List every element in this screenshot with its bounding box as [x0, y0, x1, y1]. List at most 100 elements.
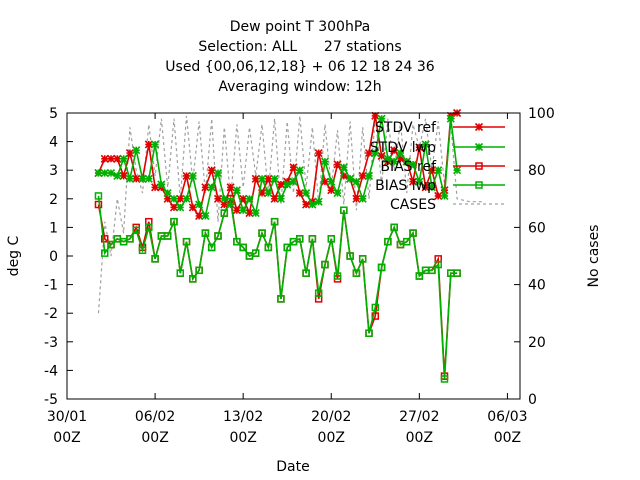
point-stdv-lwp — [207, 183, 216, 192]
x-axis-label: Date — [276, 459, 309, 475]
point-stdv-ref — [434, 191, 443, 201]
y2-tick-label: 60 — [528, 220, 546, 236]
point-bias-lwp — [170, 217, 178, 226]
point-stdv-ref — [201, 183, 210, 192]
x-tick-sublabel: 00Z — [406, 430, 433, 446]
point-stdv-lwp — [276, 194, 285, 203]
point-stdv-lwp — [333, 189, 342, 198]
point-bias-lwp — [384, 237, 392, 246]
point-bias-lwp — [258, 229, 266, 237]
point-stdv-ref — [188, 203, 197, 212]
point-stdv-lwp — [132, 146, 141, 155]
point-stdv-lwp — [377, 114, 386, 123]
point-bias-lwp — [94, 192, 103, 200]
x-tick-sublabel: 00Z — [229, 430, 256, 446]
point-bias-lwp — [440, 375, 449, 383]
point-bias-lwp — [207, 243, 216, 252]
point-bias-lwp — [352, 269, 361, 277]
point-stdv-lwp — [119, 154, 128, 163]
point-bias-lwp — [333, 272, 342, 280]
chart-title: Dew point T 300hPa Selection: ALL 27 sta… — [165, 19, 435, 95]
point-stdv-lwp — [113, 171, 122, 180]
y-tick-label: 5 — [49, 106, 58, 122]
title-line-3: Used {00,06,12,18} + 06 12 18 24 36 — [165, 59, 435, 75]
x-tick-label: 20/02 — [311, 409, 351, 425]
point-bias-lwp — [346, 252, 354, 260]
point-stdv-lwp — [427, 183, 436, 192]
point-stdv-lwp — [446, 114, 455, 123]
point-stdv-ref — [232, 206, 241, 215]
point-stdv-lwp — [390, 157, 399, 166]
x-tick-sublabel: 00Z — [141, 430, 168, 446]
point-stdv-lwp — [220, 194, 229, 203]
point-stdv-ref — [421, 183, 430, 192]
point-stdv-lwp — [144, 174, 153, 183]
point-stdv-ref — [125, 148, 134, 158]
point-stdv-lwp — [169, 194, 179, 203]
y-tick-label: 1 — [49, 220, 58, 236]
x-tick-label: 30/01 — [47, 409, 87, 425]
point-bias-lwp — [434, 260, 442, 269]
point-stdv-ref — [144, 140, 153, 149]
point-stdv-ref — [314, 148, 323, 158]
point-stdv-ref — [352, 194, 361, 203]
point-stdv-lwp — [364, 171, 374, 180]
series-line-bias-lwp — [97, 195, 458, 380]
point-bias-lwp — [189, 275, 197, 283]
point-stdv-lwp — [440, 191, 449, 201]
point-bias-lwp — [220, 209, 229, 217]
y-tick-label: -4 — [44, 363, 58, 379]
point-stdv-ref — [113, 154, 122, 163]
point-bias-lwp — [428, 266, 436, 275]
point-stdv-lwp — [289, 177, 298, 186]
point-bias-lwp — [415, 272, 424, 280]
legend-label-cases: CASES — [390, 197, 436, 213]
y-tick-label: -2 — [44, 306, 58, 322]
legend-label-stdv-lwp: STDV lwp — [370, 140, 436, 156]
point-stdv-lwp — [239, 206, 248, 215]
series-line-cases — [97, 115, 483, 314]
point-stdv-lwp — [453, 166, 462, 175]
point-bias-lwp — [327, 235, 335, 243]
point-bias-lwp — [176, 269, 184, 277]
point-stdv-lwp — [352, 177, 361, 186]
point-stdv-lwp — [157, 180, 166, 189]
point-bias-lwp — [296, 235, 304, 243]
point-stdv-lwp — [434, 166, 443, 175]
point-bias-lwp — [453, 269, 461, 277]
point-stdv-ref — [151, 183, 160, 192]
y-tick-label: 3 — [49, 163, 58, 179]
x-tick-label: 27/02 — [399, 409, 439, 425]
point-stdv-lwp — [408, 160, 418, 169]
point-stdv-lwp — [327, 177, 336, 186]
point-bias-lwp — [270, 217, 279, 226]
x-tick-label: 06/03 — [487, 409, 527, 425]
point-stdv-lwp — [358, 194, 367, 203]
point-stdv-lwp — [125, 174, 134, 183]
point-stdv-lwp — [251, 209, 260, 218]
point-stdv-lwp — [314, 197, 323, 206]
point-bias-lwp — [358, 255, 367, 263]
point-bias-ref — [101, 235, 109, 243]
x-tick-label: 06/02 — [135, 409, 175, 425]
point-bias-lwp — [390, 223, 398, 232]
y-tick-label: 0 — [49, 249, 58, 265]
title-line-1: Dew point T 300hPa — [230, 19, 370, 35]
title-line-4: Averaging window: 12h — [218, 79, 381, 95]
point-stdv-lwp — [320, 157, 330, 166]
point-bias-lwp — [283, 243, 291, 252]
y-tick-label: -5 — [44, 392, 58, 408]
point-stdv-ref — [251, 174, 260, 183]
point-bias-lwp — [371, 303, 380, 312]
point-bias-lwp — [314, 289, 323, 297]
point-stdv-lwp — [371, 148, 380, 158]
point-stdv-lwp — [176, 203, 185, 212]
point-stdv-lwp — [257, 174, 267, 183]
point-bias-lwp — [145, 223, 153, 232]
point-bias-lwp — [233, 237, 241, 246]
y2-tick-label: 40 — [528, 278, 546, 294]
legend-marker-stdv-ref — [474, 122, 484, 132]
y2-tick-label: 20 — [528, 335, 546, 351]
point-stdv-lwp — [188, 171, 197, 180]
